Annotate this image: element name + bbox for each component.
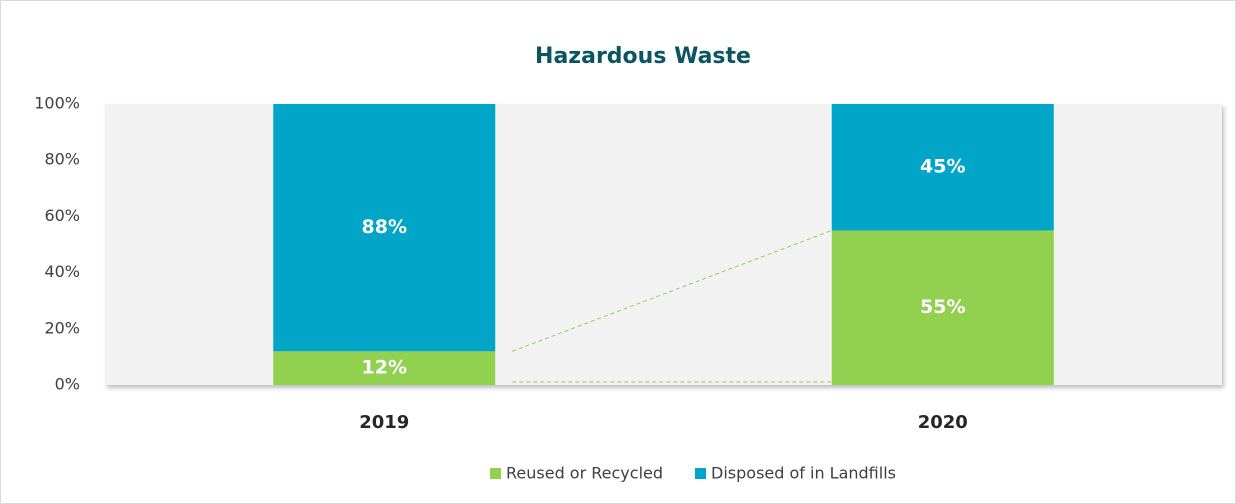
y-tick-label: 60%: [44, 206, 80, 225]
y-tick-label: 0%: [55, 375, 80, 394]
bar-segment: [831, 230, 1054, 385]
legend-label: Reused or Recycled: [506, 464, 663, 483]
bar-segment: [273, 104, 496, 352]
chart-title: Hazardous Waste: [535, 44, 751, 69]
connector: [512, 229, 832, 352]
value-label: 45%: [920, 156, 965, 178]
value-label: 12%: [362, 357, 407, 379]
value-label: 55%: [920, 296, 965, 318]
plot-area: [105, 104, 1222, 385]
legend-swatch: [490, 468, 501, 479]
y-tick-label: 100%: [34, 94, 80, 113]
y-tick-label: 80%: [44, 150, 80, 169]
bar-segment: [831, 104, 1054, 231]
x-tick-label: 2020: [918, 412, 968, 433]
legend-label: Disposed of in Landfills: [711, 464, 896, 483]
value-label: 88%: [362, 216, 407, 238]
x-tick-label: 2019: [359, 412, 409, 433]
y-tick-label: 20%: [44, 318, 80, 337]
legend-swatch: [695, 468, 707, 479]
bar-segment: [273, 351, 496, 385]
y-tick-label: 40%: [44, 262, 80, 281]
